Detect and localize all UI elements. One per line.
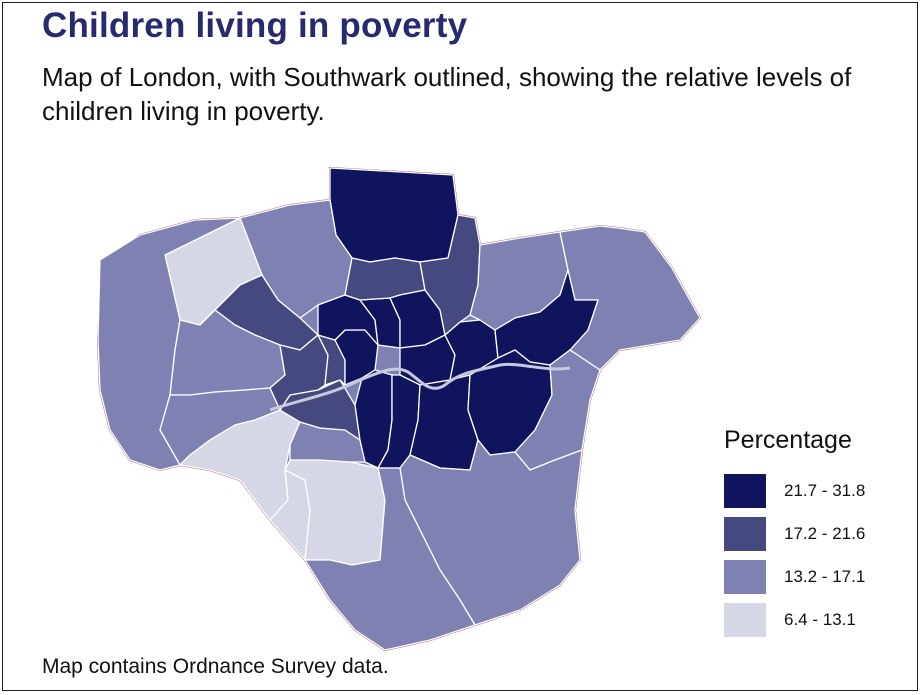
- legend-item: 21.7 - 31.8: [724, 469, 904, 512]
- legend-label: 21.7 - 31.8: [784, 480, 866, 500]
- borough-havering: [559, 225, 701, 371]
- borough-croydon: [304, 467, 476, 651]
- map-title: Children living in poverty: [42, 6, 468, 45]
- legend-label: 17.2 - 21.6: [784, 523, 866, 543]
- legend-swatch: [724, 516, 766, 551]
- borough-enfield: [329, 167, 459, 263]
- legend-title: Percentage: [724, 426, 852, 454]
- borough-hammersmith: [269, 334, 329, 411]
- borough-lewisham: [409, 374, 479, 471]
- river-thames: [269, 362, 571, 412]
- legend-swatch: [724, 602, 766, 637]
- legend-label: 6.4 - 13.1: [784, 609, 856, 629]
- legend-label: 13.2 - 17.1: [784, 566, 866, 586]
- legend-swatch: [724, 473, 766, 508]
- map-footer: Map contains Ordnance Survey data.: [42, 655, 389, 678]
- legend-item: 17.2 - 21.6: [724, 512, 904, 555]
- map-legend: Percentage 21.7 - 31.8 17.2 - 21.6 13.2 …: [724, 426, 904, 641]
- legend-item: 6.4 - 13.1: [724, 598, 904, 641]
- legend-swatch: [724, 559, 766, 594]
- legend-item: 13.2 - 17.1: [724, 555, 904, 598]
- map-subtitle: Map of London, with Southwark outlined, …: [42, 62, 852, 126]
